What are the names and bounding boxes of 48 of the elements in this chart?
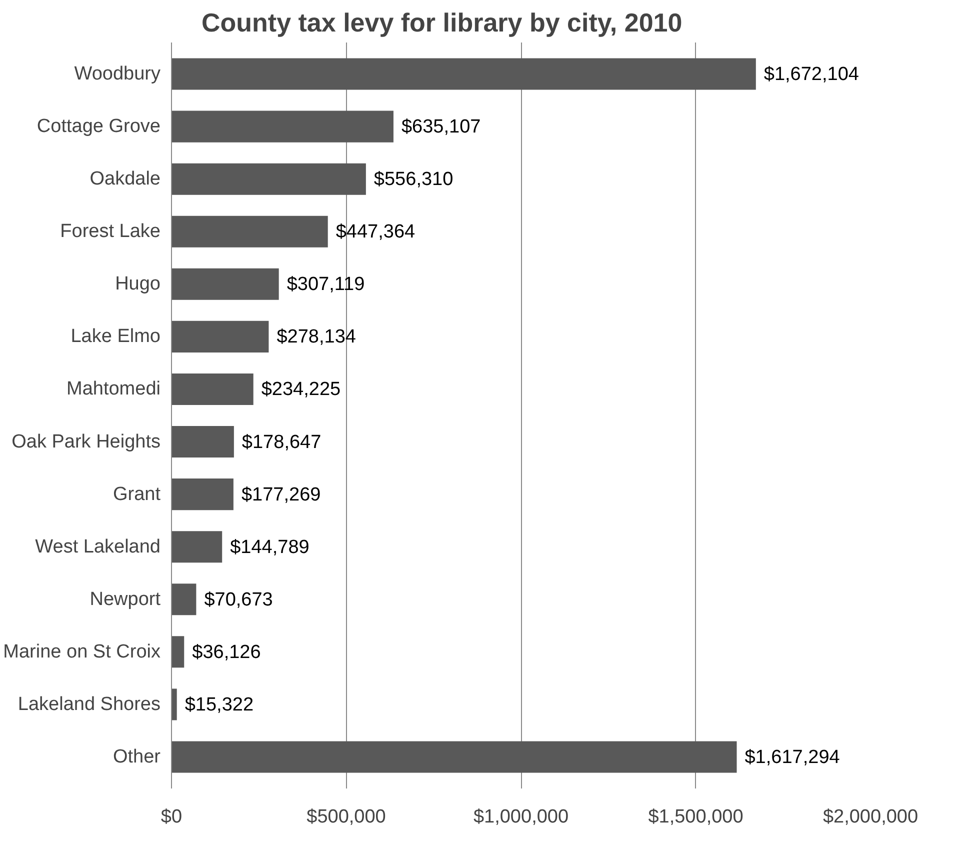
y-tick-label: Lake Elmo (70, 326, 161, 348)
bar (172, 110, 394, 142)
data-label: $635,107 (401, 116, 481, 138)
bar (172, 636, 184, 668)
y-tick-label: Woodbury (74, 64, 161, 85)
data-label: $1,617,294 (744, 746, 840, 768)
bar (172, 688, 177, 720)
y-tick-label: Marine on St Croix (3, 641, 161, 662)
y-tick-label: West Lakeland (35, 536, 161, 558)
x-tick-label: $1,000,000 (473, 806, 569, 828)
y-tick-label: Other (112, 746, 162, 768)
x-tick-label: $500,000 (306, 806, 386, 828)
bar (172, 268, 279, 300)
data-label: $144,789 (230, 536, 310, 558)
data-label: $178,647 (242, 432, 322, 453)
data-label: $556,310 (374, 169, 454, 190)
data-label: $234,225 (261, 379, 341, 400)
x-tick-label: $0 (160, 806, 182, 828)
bar (172, 320, 269, 352)
chart-title: County tax levy for library by city, 2010 (202, 8, 682, 38)
data-label: $1,672,104 (764, 64, 860, 86)
data-label: $15,322 (184, 694, 254, 716)
y-tick-label: Hugo (115, 274, 160, 295)
data-label: $70,673 (204, 589, 273, 610)
x-tick-label: $1,500,000 (648, 806, 744, 828)
bar (172, 531, 222, 563)
x-tick-label: $2,000,000 (822, 806, 918, 828)
y-tick-label: Grant (112, 484, 162, 505)
bar (172, 584, 196, 616)
data-label: $36,126 (192, 642, 261, 663)
bar (172, 163, 366, 195)
y-tick-label: Cottage Grove (36, 116, 161, 138)
bar (172, 478, 234, 510)
bar (172, 373, 254, 405)
y-tick-label: Lakeland Shores (18, 694, 161, 715)
bar (172, 216, 328, 248)
bar (172, 426, 234, 458)
y-tick-label: Mahtomedi (66, 378, 161, 400)
y-tick-label: Forest Lake (60, 221, 161, 242)
y-tick-label: Oakdale (90, 168, 161, 190)
data-label: $447,364 (336, 222, 416, 243)
y-tick-label: Newport (90, 588, 162, 610)
data-label: $177,269 (241, 484, 321, 506)
y-tick-label: Oak Park Heights (12, 431, 161, 452)
bar (172, 58, 756, 90)
bar (172, 741, 737, 773)
data-label: $307,119 (286, 274, 365, 296)
data-label: $278,134 (276, 326, 356, 348)
